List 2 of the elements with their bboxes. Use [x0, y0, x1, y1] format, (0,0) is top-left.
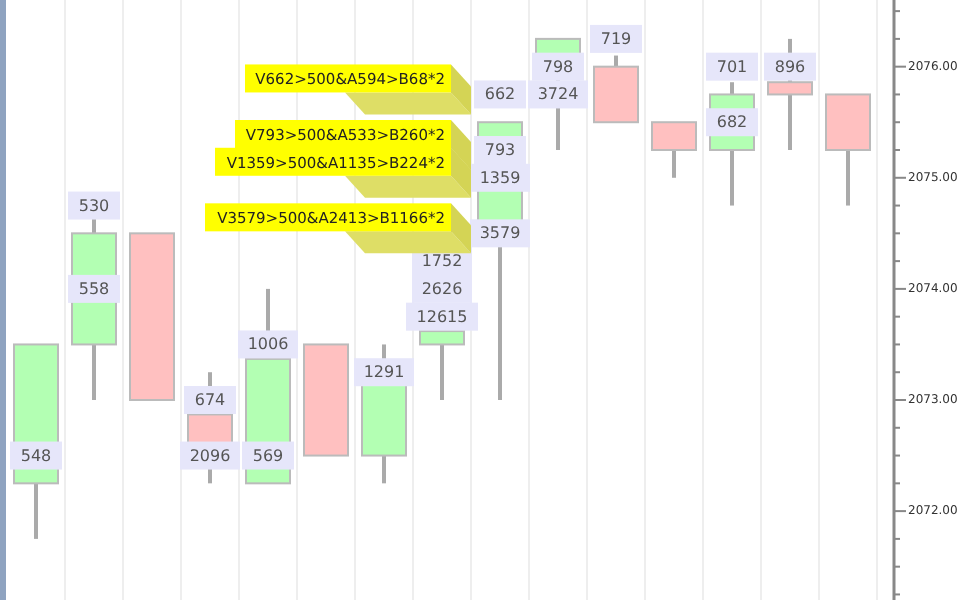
- candlestick: [419, 329, 465, 402]
- candlestick: [651, 120, 697, 180]
